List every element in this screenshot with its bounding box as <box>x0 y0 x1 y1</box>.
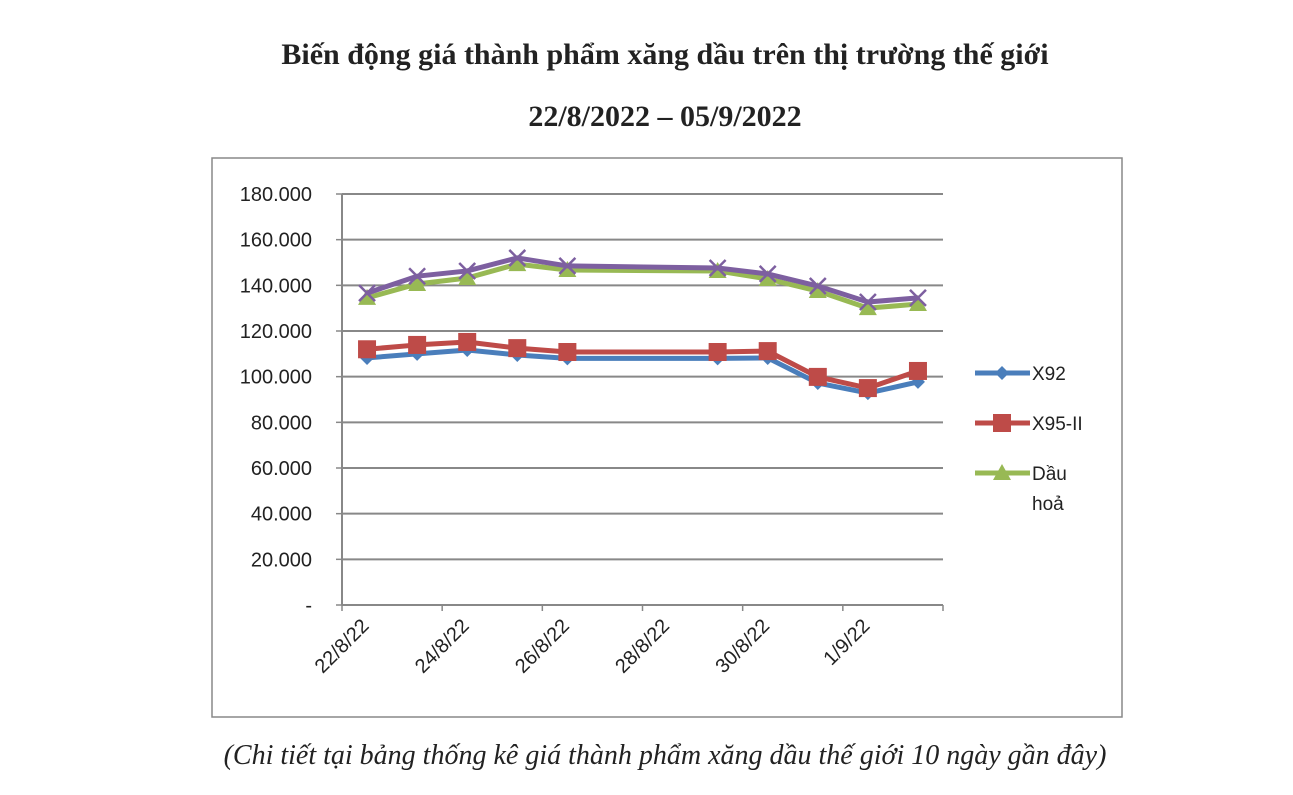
legend-marker <box>993 414 1011 432</box>
data-point <box>458 269 477 286</box>
y-tick-label: 60.000 <box>251 458 312 480</box>
series-unlabeled <box>358 249 927 311</box>
legend-item: Dầu hoả <box>975 464 1067 515</box>
legend-label: X92 <box>1032 364 1066 385</box>
chart-caption: (Chi tiết tại bảng thống kê giá thành ph… <box>223 740 1107 771</box>
data-point <box>758 265 777 283</box>
chart-subtitle: 22/8/2022 – 05/9/2022 <box>528 100 802 133</box>
series-line <box>366 339 919 391</box>
y-tick-label: 140.000 <box>240 275 312 297</box>
x-tick-label: 22/8/22 <box>311 615 374 678</box>
x-tick-label: 30/8/22 <box>711 615 774 678</box>
data-point <box>458 332 477 351</box>
data-point <box>508 249 527 267</box>
data-point <box>508 339 527 358</box>
legend-label: X95-II <box>1032 414 1083 435</box>
chart-title: Biến động giá thành phẩm xăng dầu trên t… <box>281 38 1049 71</box>
y-tick-label: - <box>305 595 312 617</box>
data-point <box>909 289 927 307</box>
series-line <box>366 347 919 396</box>
legend-marker <box>993 464 1011 480</box>
data-point <box>858 293 877 311</box>
legend-marker <box>995 366 1009 380</box>
data-point <box>808 367 827 386</box>
y-tick-label: 40.000 <box>251 504 312 526</box>
x-tick-label: 26/8/22 <box>511 615 574 678</box>
data-point <box>408 274 427 291</box>
data-point <box>758 342 777 361</box>
x-tick-label: 24/8/22 <box>411 615 474 678</box>
data-point <box>808 282 827 299</box>
x-tick-label: 28/8/22 <box>611 615 674 678</box>
data-point <box>708 259 727 277</box>
y-tick-label: 120.000 <box>240 321 312 343</box>
data-point <box>858 299 877 316</box>
x-tick-label: 1/9/22 <box>819 615 874 670</box>
data-point <box>908 295 927 312</box>
data-point <box>858 379 877 398</box>
legend-item: X92 <box>975 364 1066 385</box>
data-point <box>908 361 927 380</box>
data-point <box>358 340 377 359</box>
legend-label: hoả <box>1032 494 1064 515</box>
legend-label: Dầu <box>1032 464 1067 485</box>
y-tick-label: 160.000 <box>240 230 312 252</box>
data-point <box>808 277 827 295</box>
y-tick-label: 20.000 <box>251 549 312 571</box>
data-point <box>358 288 377 305</box>
series-x95-ii <box>358 332 927 398</box>
data-point <box>358 284 376 302</box>
data-point <box>558 257 577 275</box>
chart-frame <box>211 157 1123 718</box>
legend-item: X95-II <box>975 414 1083 435</box>
series-line <box>366 261 919 311</box>
data-point <box>558 343 577 362</box>
series-line <box>366 255 919 305</box>
y-tick-label: 80.000 <box>251 412 312 434</box>
y-tick-label: 180.000 <box>240 184 312 206</box>
data-point <box>508 255 527 272</box>
data-point <box>558 261 577 278</box>
data-point <box>408 335 427 354</box>
data-point <box>758 269 777 286</box>
y-tick-label: 100.000 <box>240 367 312 389</box>
data-point <box>708 343 727 362</box>
data-point <box>458 262 477 280</box>
data-point <box>408 267 427 286</box>
